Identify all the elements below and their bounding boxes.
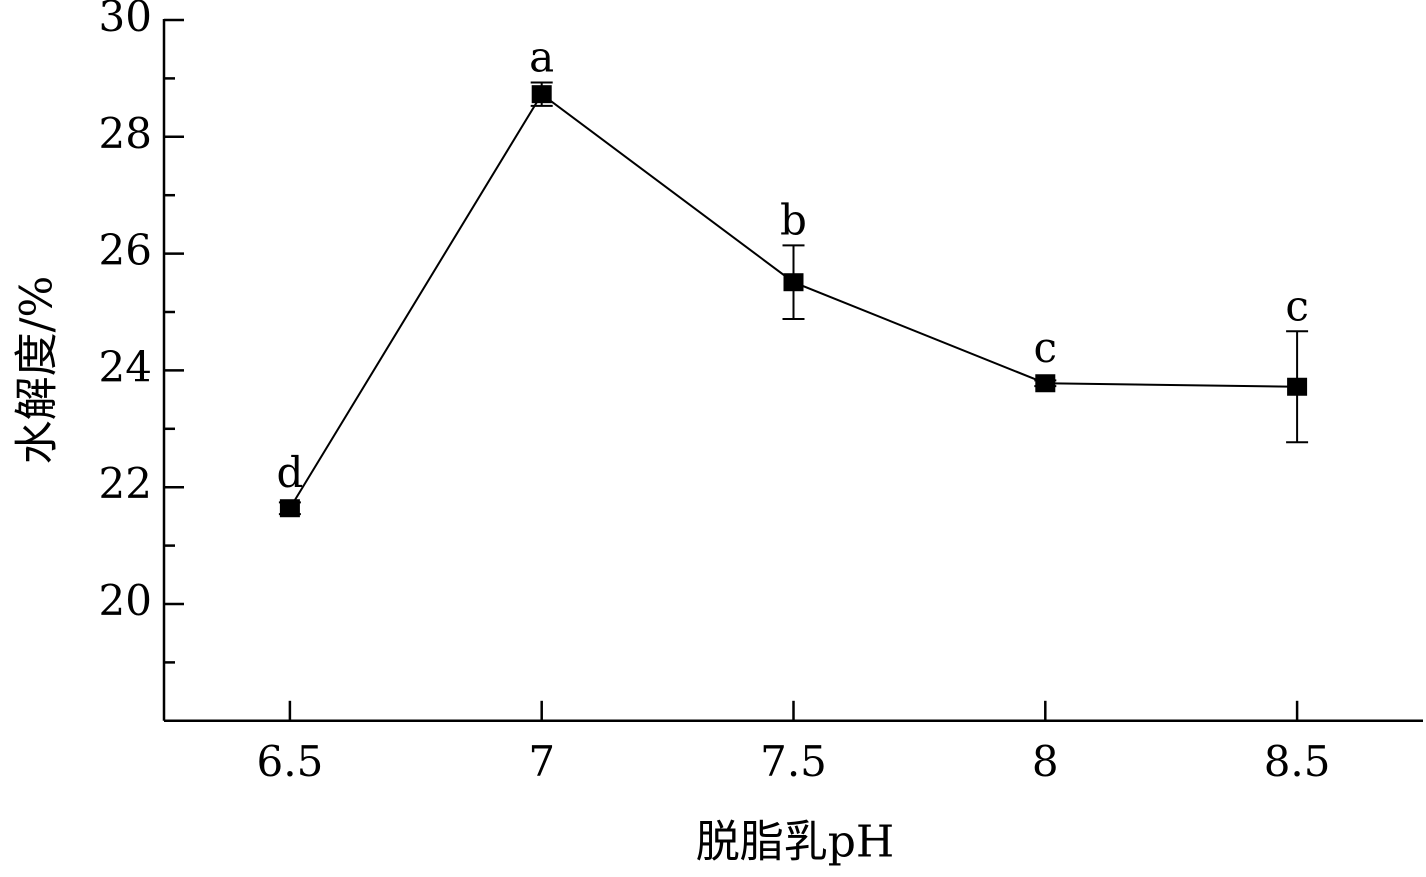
marker — [1287, 377, 1308, 396]
annotation: d — [276, 448, 303, 497]
annotation: c — [1034, 323, 1058, 372]
y-tick-label: 20 — [99, 576, 152, 625]
marker — [531, 85, 552, 104]
x-tick-label: 6.5 — [257, 737, 324, 786]
x-tick-label: 8.5 — [1264, 737, 1331, 786]
marker — [279, 499, 300, 518]
annotation: b — [780, 195, 807, 244]
x-tick-label: 7 — [528, 737, 555, 786]
y-tick-label: 26 — [99, 226, 152, 275]
y-axis-label: 水解度/% — [12, 276, 63, 465]
y-tick-label: 30 — [99, 0, 152, 41]
annotation: a — [529, 32, 554, 81]
x-tick-label: 8 — [1032, 737, 1059, 786]
x-tick-label: 7.5 — [760, 737, 827, 786]
annotation: c — [1285, 281, 1309, 330]
y-tick-label: 28 — [99, 109, 152, 158]
y-tick-label: 24 — [99, 342, 152, 391]
marker — [1035, 374, 1056, 393]
y-tick-label: 22 — [99, 459, 152, 508]
marker — [783, 273, 804, 292]
x-axis-label: 脱脂乳pH — [696, 817, 895, 868]
